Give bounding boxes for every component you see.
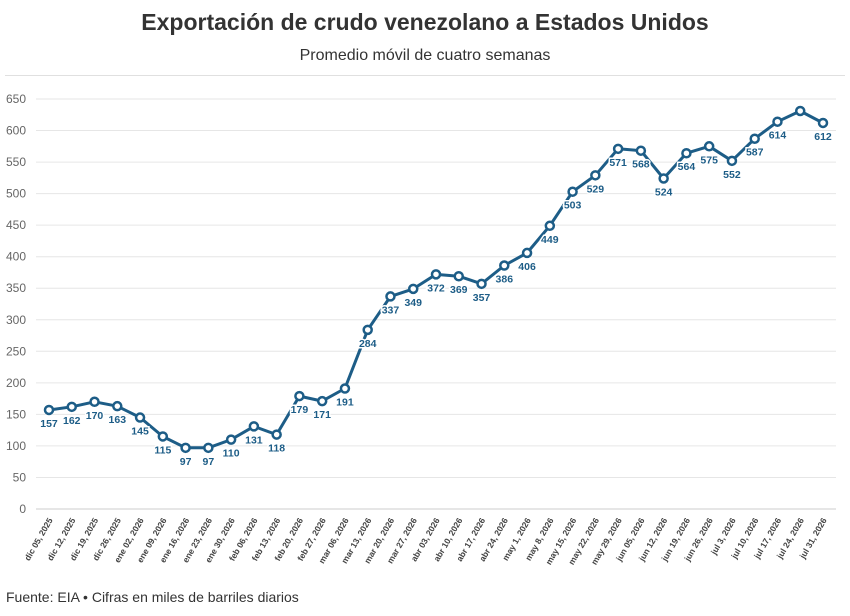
- data-point: [203, 442, 214, 454]
- data-label: 369: [450, 284, 468, 296]
- y-axis-ticks: 0 50 100 150 200 250 300 350 400 450 500 550 600 650: [6, 92, 26, 516]
- y-tick-label: 100: [6, 439, 26, 453]
- data-point: [430, 269, 442, 280]
- y-tick-label: 150: [6, 407, 26, 421]
- y-tick-label: 600: [6, 124, 26, 138]
- data-point: [385, 291, 396, 302]
- data-point: [794, 105, 806, 117]
- data-point: [157, 431, 169, 442]
- y-tick-label: 200: [6, 376, 26, 390]
- data-label: 163: [109, 414, 127, 426]
- data-points: [43, 105, 829, 454]
- data-point: [407, 283, 419, 295]
- data-point: [362, 324, 373, 336]
- data-point: [339, 383, 351, 394]
- data-label: 372: [427, 282, 445, 294]
- data-labels: 157 162 170 163 145 115 97 97 110 131 118 179 171 191…: [39, 128, 834, 469]
- data-label: 170: [86, 410, 104, 422]
- data-label: 118: [268, 443, 285, 455]
- source-note: Fuente: EIA • Cifras en miles de barrile…: [6, 589, 299, 605]
- header-divider: [5, 75, 845, 76]
- y-tick-label: 650: [6, 92, 26, 106]
- data-point: [544, 220, 556, 232]
- data-point: [316, 395, 328, 407]
- data-point: [635, 145, 647, 156]
- data-point: [271, 429, 282, 440]
- data-label: 179: [291, 404, 309, 416]
- data-label: 571: [609, 157, 627, 169]
- data-label: 406: [518, 261, 536, 273]
- data-point: [658, 173, 669, 184]
- data-label: 587: [746, 147, 764, 159]
- y-tick-label: 550: [6, 155, 26, 169]
- chart-title: Exportación de crudo venezolano a Estado…: [141, 9, 709, 35]
- data-point: [567, 186, 578, 197]
- data-label: 564: [678, 161, 696, 173]
- y-tick-label: 450: [6, 218, 26, 232]
- data-point: [43, 404, 55, 416]
- data-point: [248, 421, 260, 432]
- data-label: 575: [700, 154, 718, 166]
- data-point: [726, 155, 738, 167]
- data-label: 449: [541, 234, 559, 246]
- data-label: 503: [564, 200, 582, 212]
- y-tick-label: 300: [6, 313, 26, 327]
- chart-subtitle: Promedio móvil de cuatro semanas: [299, 47, 551, 64]
- data-point: [612, 143, 624, 155]
- data-label: 357: [473, 292, 491, 304]
- data-point: [453, 270, 465, 282]
- data-label: 552: [723, 169, 741, 181]
- data-label: 171: [313, 409, 331, 421]
- data-point: [681, 147, 692, 159]
- data-point: [499, 260, 510, 271]
- data-label: 115: [154, 444, 171, 456]
- y-tick-label: 350: [6, 281, 26, 295]
- data-label: 191: [336, 397, 354, 409]
- data-label: 568: [632, 159, 650, 171]
- y-tick-label: 50: [13, 470, 27, 484]
- data-label: 529: [587, 183, 605, 195]
- data-point: [112, 400, 123, 412]
- data-point: [817, 117, 829, 129]
- y-tick-label: 0: [19, 502, 26, 516]
- data-label: 157: [40, 418, 58, 430]
- data-label: 162: [63, 415, 81, 427]
- data-point: [772, 116, 783, 127]
- data-point: [66, 401, 78, 413]
- data-label: 97: [203, 456, 215, 468]
- y-tick-label: 250: [6, 344, 26, 358]
- data-point: [294, 390, 305, 402]
- data-point: [703, 141, 715, 152]
- y-tick-label: 400: [6, 250, 26, 264]
- data-label: 386: [496, 274, 514, 286]
- data-label: 614: [769, 130, 787, 142]
- data-label: 612: [814, 131, 832, 143]
- data-label: 524: [655, 186, 673, 198]
- data-point: [590, 170, 601, 181]
- data-label: 110: [223, 448, 240, 460]
- data-point: [521, 247, 533, 259]
- data-label: 97: [180, 456, 192, 468]
- data-label: 131: [245, 434, 263, 446]
- data-label: 284: [359, 338, 377, 350]
- data-point: [476, 278, 487, 290]
- data-label: 349: [404, 297, 422, 309]
- data-point: [89, 396, 100, 408]
- gridlines: [36, 98, 836, 510]
- y-tick-label: 500: [6, 187, 26, 201]
- data-point: [749, 133, 760, 144]
- data-label: 337: [382, 304, 400, 316]
- data-point: [180, 442, 191, 454]
- data-point: [134, 412, 146, 423]
- data-point: [225, 434, 237, 445]
- data-label: 145: [131, 426, 149, 438]
